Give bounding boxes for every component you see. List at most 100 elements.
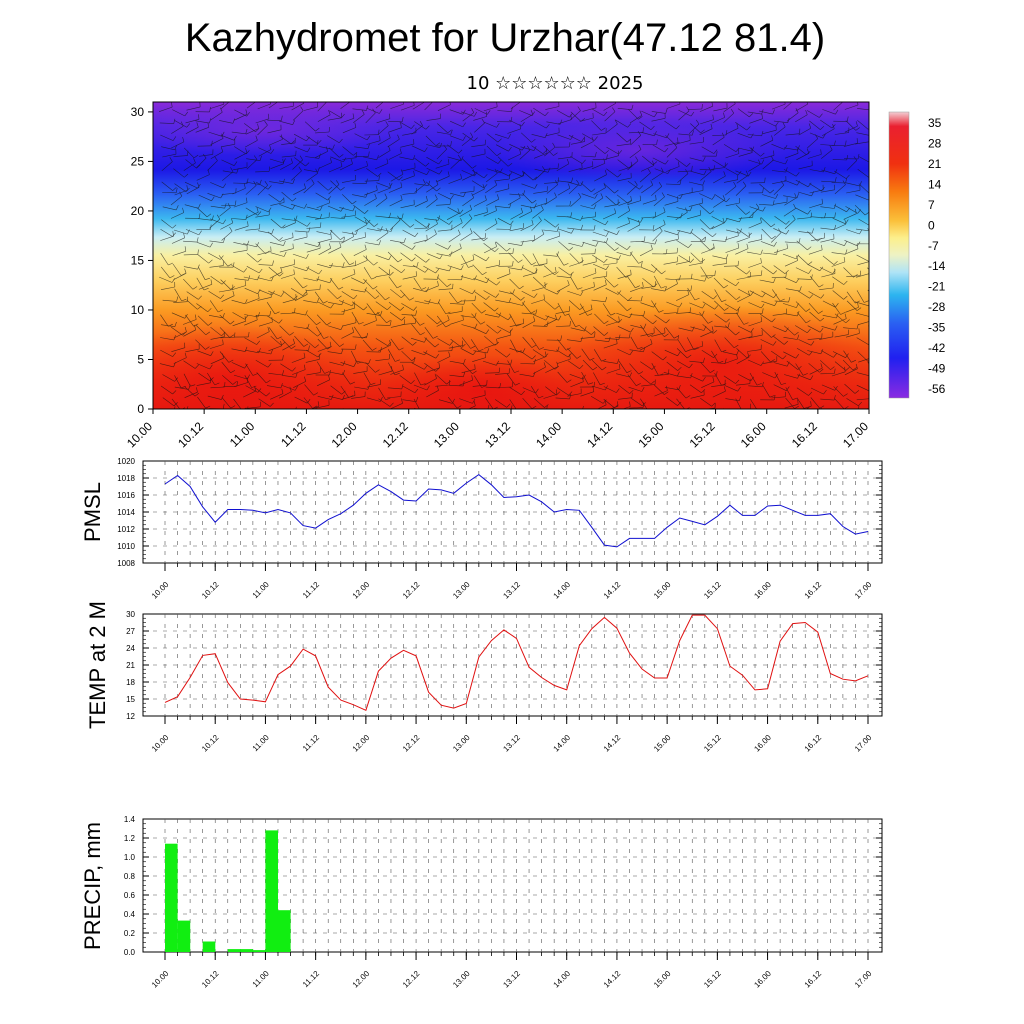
wind-barb-flag <box>388 133 391 138</box>
wind-barb-flag <box>871 222 874 226</box>
wind-barb-flag <box>485 295 490 300</box>
wind-barb-flag <box>375 312 380 315</box>
wind-barb-flag <box>675 278 678 284</box>
wind-barb-flag <box>527 145 531 151</box>
wind-barb <box>762 159 774 170</box>
wind-barb-flag <box>486 278 490 283</box>
wind-barb <box>543 145 554 156</box>
wind-barb <box>533 398 545 408</box>
wind-barb <box>317 338 328 350</box>
wind-barb <box>603 386 617 393</box>
wind-barb <box>210 275 223 285</box>
wind-barb <box>496 169 510 177</box>
wind-barb <box>712 255 727 260</box>
wind-barb <box>614 242 628 250</box>
wind-barb <box>314 291 324 304</box>
wind-barb-flag <box>806 328 811 333</box>
wind-barb <box>689 190 704 194</box>
wind-barb <box>183 162 196 171</box>
wind-barb <box>209 218 220 229</box>
wind-barb <box>738 147 752 152</box>
wind-barb-flag <box>305 253 309 259</box>
wind-barb-flag <box>472 370 477 374</box>
wind-barb-flag <box>647 168 651 174</box>
x-tick-label: 16.00 <box>752 969 773 990</box>
wind-barb <box>485 372 500 374</box>
wind-barb <box>366 303 376 315</box>
wind-barb-flag <box>329 370 331 376</box>
wind-barb <box>462 173 475 181</box>
wind-barb <box>254 387 267 397</box>
wind-barb-flag <box>638 260 644 264</box>
wind-barb-flag <box>846 155 849 161</box>
wind-barb <box>353 370 368 374</box>
wind-barb <box>784 404 799 409</box>
wind-barb <box>426 118 441 121</box>
wind-barb-flag <box>677 196 679 202</box>
wind-barb-flag <box>845 140 847 146</box>
wind-barb-flag <box>543 294 545 300</box>
wind-barb <box>426 167 440 175</box>
wind-barb <box>437 356 451 363</box>
wind-barb-flag <box>691 273 693 279</box>
wind-barb-flag <box>629 350 633 356</box>
wind-barb-flag <box>737 308 739 314</box>
wind-barb-flag <box>248 331 250 337</box>
wind-barb <box>411 125 423 135</box>
wind-barb <box>522 272 537 277</box>
wind-barb <box>855 194 869 201</box>
wind-barb <box>387 349 396 362</box>
wind-barb <box>628 109 639 120</box>
wind-barb-flag <box>558 231 560 237</box>
wind-barb <box>400 105 415 111</box>
wind-barb <box>737 108 750 118</box>
wind-barb-flag <box>539 264 545 267</box>
wind-barb <box>185 348 200 353</box>
wind-barb-flag <box>229 334 235 338</box>
wind-barb-flag <box>772 109 775 115</box>
wind-barb <box>258 149 272 157</box>
wind-barb <box>690 231 702 241</box>
wind-barb-flag <box>833 353 837 358</box>
wind-barb <box>654 314 667 324</box>
wind-barb-flag <box>555 389 558 395</box>
wind-barb <box>437 350 452 352</box>
wind-barb-flag <box>294 385 298 391</box>
wind-barb <box>448 345 463 349</box>
wind-barb <box>266 302 276 315</box>
wind-barb-flag <box>870 387 873 391</box>
wind-barb <box>366 107 380 114</box>
wind-barb <box>845 182 860 187</box>
x-tick-label: 11.12 <box>301 580 321 600</box>
wind-barb <box>796 397 805 409</box>
wind-barb <box>570 156 583 164</box>
wind-barb <box>677 229 691 234</box>
wind-barb-flag <box>814 134 819 139</box>
wind-barb <box>594 313 605 325</box>
wind-barb-flag <box>604 150 609 154</box>
wind-barb <box>627 224 641 232</box>
wind-barb <box>436 315 446 328</box>
wind-barb <box>293 133 307 142</box>
wind-barb-flag <box>463 358 466 364</box>
wind-barb <box>244 314 259 318</box>
wind-barb-flag <box>762 293 766 298</box>
wind-barb <box>484 397 494 409</box>
wind-barb <box>317 102 328 112</box>
wind-barb <box>544 360 556 370</box>
wind-barb <box>807 110 820 118</box>
wind-barb <box>747 134 762 137</box>
wind-barb <box>365 362 376 373</box>
wind-barb <box>819 287 834 290</box>
wind-barb <box>795 179 809 188</box>
wind-barb <box>809 169 824 173</box>
wind-barb <box>352 194 366 198</box>
wind-barb <box>374 163 389 170</box>
wind-barb <box>772 289 781 302</box>
wind-barb <box>809 203 823 209</box>
wind-barb <box>666 361 678 371</box>
wind-barb <box>678 109 692 117</box>
wind-barb-flag <box>496 152 502 157</box>
colorbar-label: -28 <box>928 300 946 314</box>
wind-barb-flag <box>339 343 344 347</box>
